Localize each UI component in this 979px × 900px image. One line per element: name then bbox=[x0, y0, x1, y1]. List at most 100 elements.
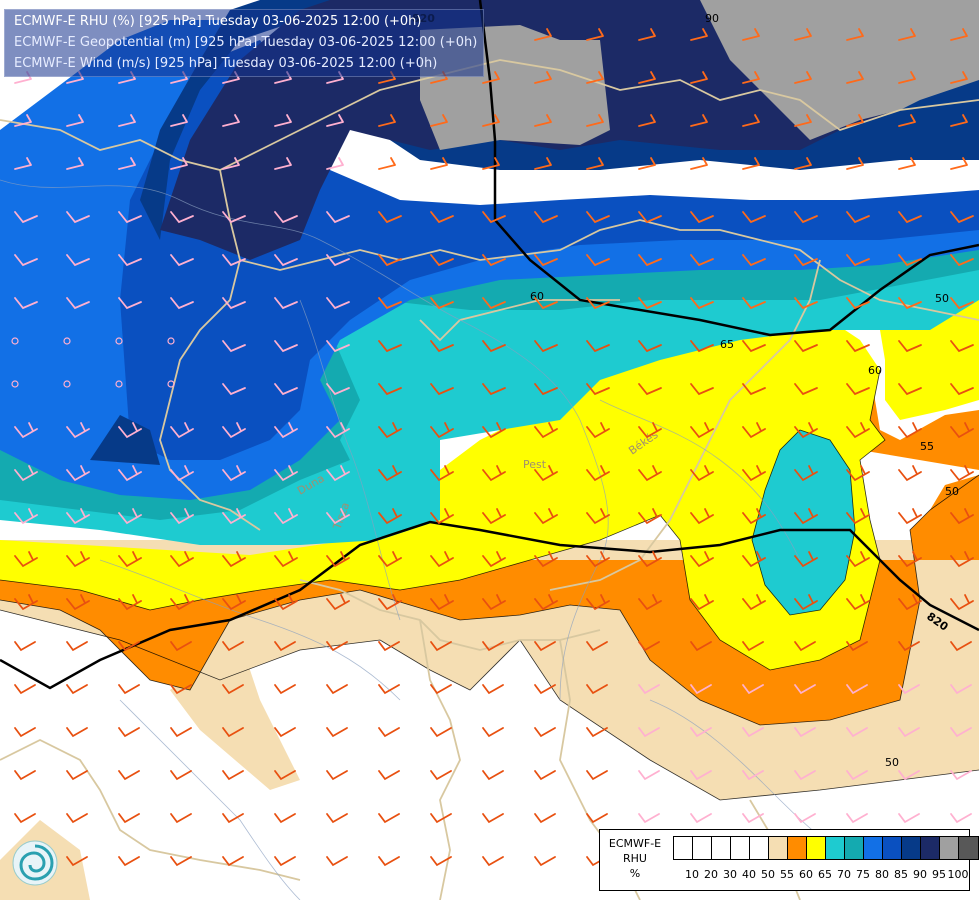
wind-barb-icon bbox=[482, 254, 506, 267]
wind-barb-icon bbox=[430, 727, 452, 738]
rhu-label-60: 60 bbox=[868, 364, 882, 377]
wind-barb-icon bbox=[326, 114, 344, 127]
wind-barb-icon bbox=[430, 465, 454, 482]
wind-barb-icon bbox=[118, 297, 142, 310]
wind-barb-icon bbox=[326, 594, 350, 611]
wind-barb-icon bbox=[586, 422, 610, 439]
wind-barb-icon bbox=[742, 340, 766, 353]
legend-swatch bbox=[712, 837, 731, 859]
wind-calm-icon bbox=[11, 337, 19, 345]
wind-barb-icon bbox=[638, 114, 656, 127]
wind-barb-icon bbox=[950, 770, 972, 781]
wind-barb-icon bbox=[690, 157, 708, 170]
wind-barb-icon bbox=[326, 254, 350, 267]
rhu-band-85-triangle bbox=[90, 415, 160, 465]
wind-barb-icon bbox=[586, 770, 608, 781]
rhu-label-50-east: 50 bbox=[945, 485, 959, 498]
rhu-band-60 bbox=[0, 320, 885, 670]
legend-swatch bbox=[788, 837, 807, 859]
wind-barb-icon bbox=[898, 254, 922, 267]
legend-swatch bbox=[807, 837, 826, 859]
wind-barb-icon bbox=[534, 211, 558, 224]
wind-barb-icon bbox=[430, 157, 448, 170]
wind-barb-icon bbox=[170, 297, 194, 310]
wind-barb-icon bbox=[586, 297, 610, 310]
wind-barb-icon bbox=[170, 594, 194, 611]
wind-barb-icon bbox=[794, 551, 818, 568]
wind-barb-icon bbox=[898, 641, 920, 652]
wind-barb-icon bbox=[898, 422, 922, 439]
legend-swatch bbox=[731, 837, 750, 859]
wind-barb-icon bbox=[690, 383, 714, 396]
wind-barb-icon bbox=[690, 297, 714, 310]
wind-barb-icon bbox=[742, 211, 766, 224]
wind-barb-icon bbox=[742, 297, 766, 310]
wind-calm-icon bbox=[167, 337, 175, 345]
wind-barb-icon bbox=[14, 465, 38, 482]
wind-barb-icon bbox=[482, 383, 506, 396]
wind-barb-icon bbox=[950, 211, 974, 224]
wind-barb-icon bbox=[274, 594, 298, 611]
wind-barb-icon bbox=[66, 727, 88, 738]
wind-barb-icon bbox=[846, 641, 868, 652]
wind-barb-icon bbox=[794, 813, 816, 824]
wind-barb-icon bbox=[846, 28, 864, 41]
wind-barb-icon bbox=[846, 114, 864, 127]
wind-barb-icon bbox=[326, 856, 348, 867]
legend-tick-label: 60 bbox=[799, 868, 813, 881]
wind-barb-icon bbox=[170, 508, 194, 525]
wind-barb-icon bbox=[794, 770, 816, 781]
wind-barb-icon bbox=[326, 340, 350, 353]
wind-barb-icon bbox=[222, 211, 246, 224]
wind-barb-icon bbox=[14, 297, 38, 310]
wind-barb-icon bbox=[690, 465, 714, 482]
wind-barb-icon bbox=[274, 856, 296, 867]
wind-barb-icon bbox=[378, 684, 400, 695]
wind-barb-icon bbox=[326, 465, 350, 482]
wind-barb-icon bbox=[482, 114, 500, 127]
rhu-legend: ECMWF-E RHU % 10 20 30 40 50 55 60 65 70 75 80 85 90… bbox=[599, 829, 979, 891]
wind-barb-icon bbox=[14, 594, 38, 611]
legend-tick-label: 95 bbox=[932, 868, 946, 881]
wind-barb-icon bbox=[326, 383, 350, 396]
wind-barb-icon bbox=[534, 28, 552, 41]
wind-barb-icon bbox=[846, 551, 870, 568]
wind-barb-icon bbox=[14, 157, 32, 170]
wind-barb-icon bbox=[222, 465, 246, 482]
legend-swatch bbox=[940, 837, 959, 859]
wind-barb-icon bbox=[14, 211, 38, 224]
wind-barb-icon bbox=[534, 856, 556, 867]
wind-barb-icon bbox=[638, 383, 662, 396]
legend-swatches bbox=[673, 836, 979, 860]
legend-tick-label: 75 bbox=[856, 868, 870, 881]
wind-barb-icon bbox=[534, 727, 556, 738]
wind-barb-icon bbox=[430, 114, 448, 127]
wind-barb-icon bbox=[222, 254, 246, 267]
wind-barb-icon bbox=[222, 383, 246, 396]
wind-barb-icon bbox=[794, 340, 818, 353]
wind-barb-icon bbox=[14, 254, 38, 267]
wind-barb-icon bbox=[950, 684, 972, 695]
wind-barb-icon bbox=[950, 551, 974, 568]
legend-ticks: 10 20 30 40 50 55 60 65 70 75 80 85 90 95 100 bbox=[673, 868, 973, 882]
legend-tick-label: 90 bbox=[913, 868, 927, 881]
wind-barb-icon bbox=[66, 594, 90, 611]
wind-barb-icon bbox=[14, 114, 32, 127]
wind-barb-icon bbox=[482, 684, 504, 695]
legend-tick-label: 30 bbox=[723, 868, 737, 881]
wind-barb-icon bbox=[118, 508, 142, 525]
wind-barb-icon bbox=[14, 508, 38, 525]
wind-barb-icon bbox=[118, 211, 142, 224]
wind-barb-icon bbox=[950, 422, 974, 439]
wind-barb-icon bbox=[690, 813, 712, 824]
wind-barb-icon bbox=[638, 157, 656, 170]
wind-barb-icon bbox=[66, 422, 90, 439]
wind-barb-icon bbox=[326, 211, 350, 224]
legend-swatch bbox=[845, 837, 864, 859]
wind-barb-icon bbox=[638, 594, 662, 611]
wind-barb-icon bbox=[118, 114, 136, 127]
wind-barb-icon bbox=[742, 71, 760, 84]
wind-barb-icon bbox=[534, 813, 556, 824]
wind-barb-icon bbox=[378, 254, 402, 267]
wind-barb-icon bbox=[326, 684, 348, 695]
